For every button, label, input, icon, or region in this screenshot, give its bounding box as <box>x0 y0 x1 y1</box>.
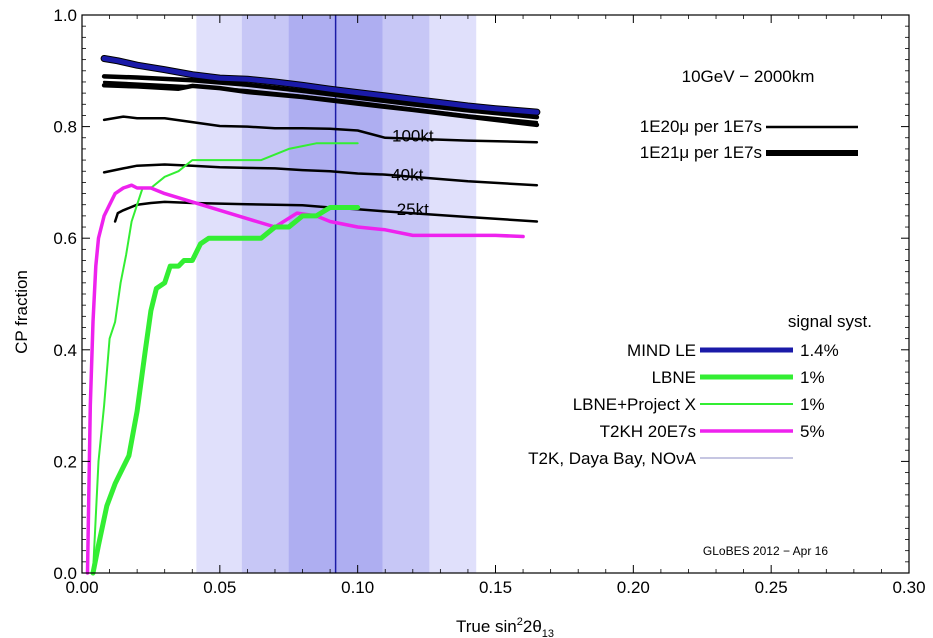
x-axis-label: True sin22θ13 <box>456 616 554 638</box>
black-curve-2 <box>102 80 539 124</box>
scenario-label: 10GeV − 2000km <box>682 67 815 86</box>
x-tick-label: 0.20 <box>617 578 650 597</box>
mind-le-curve <box>101 56 540 115</box>
legend-entry-syst: 1% <box>800 395 825 414</box>
legend-entry-label: LBNE <box>652 368 696 387</box>
annotations: 100kt 40kt 25kt 10GeV − 2000km GLoBES 2012 −… <box>391 67 872 558</box>
black-curve-0 <box>101 74 540 120</box>
legend-entry-label: MIND LE <box>627 341 696 360</box>
y-tick-label: 0.8 <box>53 118 77 137</box>
x-tick-label: 0.15 <box>479 578 512 597</box>
x-tick-label: 0.30 <box>892 578 925 597</box>
linewidth-key-label: 1E20μ per 1E7s <box>640 117 762 136</box>
curve-label-100kt: 100kt <box>392 126 434 145</box>
y-tick-label: 1.0 <box>53 6 77 25</box>
y-tick-label: 0.4 <box>53 341 77 360</box>
curve-label-25kt: 25kt <box>397 200 429 219</box>
legend-entry-label: T2KH 20E7s <box>600 422 696 441</box>
y-tick-label: 0.2 <box>53 452 77 471</box>
t2kh-20e7s-curve <box>85 183 525 575</box>
data-curves <box>85 55 541 576</box>
x-tick-label: 0.05 <box>203 578 236 597</box>
linewidth-key-label: 1E21μ per 1E7s <box>640 143 762 162</box>
x-tick-label: 0.00 <box>65 578 98 597</box>
lbne-curve <box>90 205 361 576</box>
x-tick-label: 0.25 <box>755 578 788 597</box>
legend-entry-syst: 1% <box>800 368 825 387</box>
curve-label-40kt: 40kt <box>391 165 423 184</box>
y-tick-label: 0.6 <box>53 229 77 248</box>
legend-entry-syst: 1.4% <box>800 341 839 360</box>
y-axis-label: CP fraction <box>12 270 31 354</box>
black-curve-3 <box>102 115 539 144</box>
credit-label: GLoBES 2012 − Apr 16 <box>703 544 828 558</box>
axis-ticks: 0.00 0.05 0.10 0.15 0.20 0.25 0.30 0.0 0.2 0.4 0.6… <box>53 6 925 597</box>
legend-title: signal syst. <box>788 312 872 331</box>
legend-entry-label: T2K, Daya Bay, NOνA <box>528 449 697 468</box>
black-curve-5 <box>113 200 539 223</box>
legend-entry-label: LBNE+Project X <box>573 395 696 414</box>
x-tick-label: 0.10 <box>341 578 374 597</box>
legend-entry-syst: 5% <box>800 422 825 441</box>
black-curve-4 <box>102 163 539 187</box>
y-tick-label: 0.0 <box>53 564 77 583</box>
